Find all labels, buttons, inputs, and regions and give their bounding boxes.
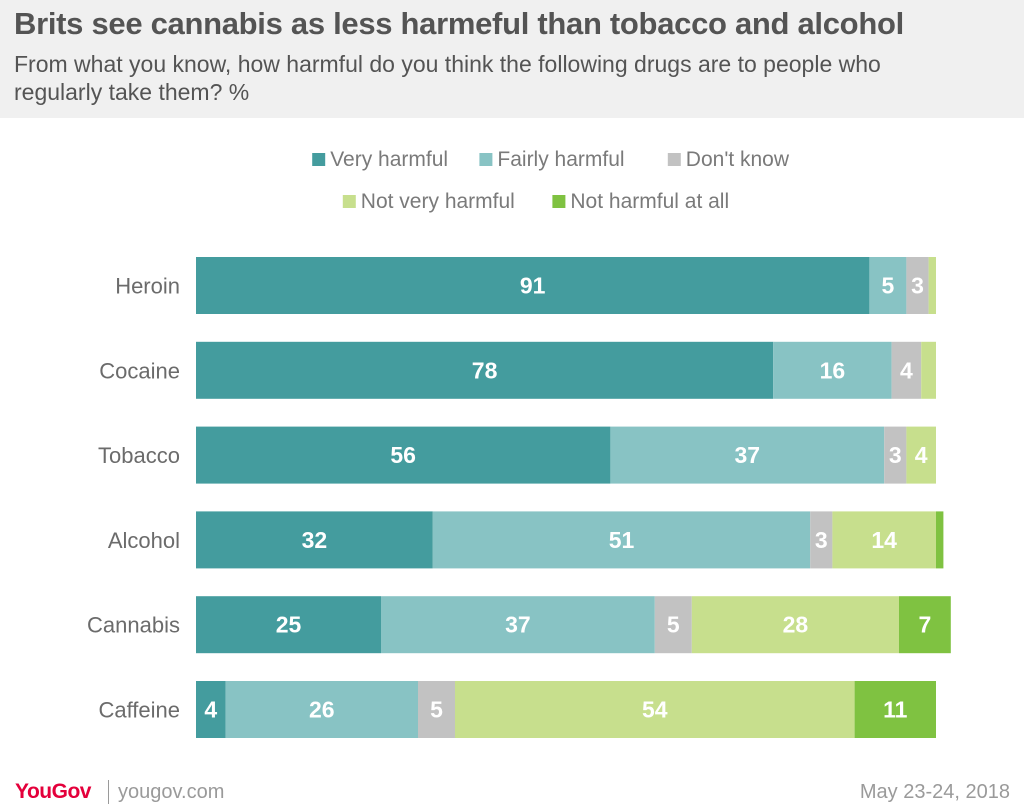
bar-segment-not-very-harmful: [906, 426, 936, 484]
value-label: 14: [871, 527, 897, 553]
category-label: Tobacco: [98, 443, 180, 468]
value-label: 78: [472, 357, 498, 383]
bar-segment-very-harmful: [196, 511, 433, 569]
bar-segment-don-t-know: [884, 426, 907, 484]
legend-label: Very harmful: [330, 148, 448, 171]
bar-segment-very-harmful: [196, 257, 870, 314]
footer-site: yougov.com: [118, 781, 225, 803]
value-label: 4: [915, 442, 928, 468]
legend: Very harmful Fairly harmful Don't know Not …: [312, 148, 790, 213]
bar-segment-very-harmful: [196, 426, 611, 484]
bar-row-alcohol: Alcohol 32 51 3 14: [108, 511, 944, 569]
legend-item-not-harmful-at-all: Not harmful at all: [552, 190, 729, 213]
legend-swatch: [479, 153, 493, 166]
value-label: 32: [302, 527, 328, 553]
value-label: 5: [430, 697, 443, 723]
bar-segment-fairly-harmful: [432, 511, 811, 569]
legend-item-don-t-know: Don't know: [667, 148, 790, 171]
bar-row-caffeine: Caffeine 4 26 5 54 11: [98, 681, 936, 738]
legend-label: Not harmful at all: [570, 190, 729, 213]
bar-segment-not-harmful-at-all: [854, 681, 936, 738]
bar-segment-not-very-harmful: [921, 341, 936, 399]
bar-segment-not-very-harmful: [928, 257, 936, 314]
bar-segment-don-t-know: [891, 341, 922, 399]
bar-row-tobacco: Tobacco 56 37 3 4: [98, 426, 936, 484]
value-label: 26: [309, 697, 335, 723]
legend-swatch: [312, 153, 326, 166]
bar-segment-fairly-harmful: [610, 426, 885, 484]
footer: YouGov yougov.com May 23-24, 2018: [0, 772, 1024, 812]
bar-segment-fairly-harmful: [381, 596, 655, 654]
bar-segment-don-t-know: [654, 596, 692, 654]
legend-swatch: [342, 195, 356, 208]
legend-item-very-harmful: Very harmful: [312, 148, 448, 171]
survey-date: May 23-24, 2018: [859, 781, 1010, 803]
bar-segment-very-harmful: [196, 681, 226, 738]
legend-swatch: [667, 153, 681, 166]
bar-segment-don-t-know: [418, 681, 455, 738]
value-label: 25: [276, 612, 302, 638]
bar-segment-fairly-harmful: [869, 257, 907, 314]
bar-segment-very-harmful: [196, 596, 381, 654]
bar-segment-don-t-know: [810, 511, 833, 569]
chart-subtitle: From what you know, how harmful do you t…: [14, 51, 881, 105]
value-label: 3: [911, 273, 924, 299]
value-label: 3: [889, 442, 902, 468]
legend-item-fairly-harmful: Fairly harmful: [479, 148, 625, 171]
value-label: 51: [609, 527, 635, 553]
header: Brits see cannabis as less harmeful than…: [0, 0, 1024, 118]
value-label: 4: [204, 697, 217, 723]
value-label: 28: [783, 612, 809, 638]
value-label: 54: [642, 697, 668, 723]
category-label: Alcohol: [108, 528, 180, 553]
bar-segment-fairly-harmful: [773, 341, 892, 399]
value-label: 91: [520, 273, 546, 299]
value-label: 11: [883, 697, 908, 723]
bar-segment-not-harmful-at-all: [936, 511, 944, 569]
footer-separator: [108, 780, 109, 804]
yougov-logo: YouGov: [15, 780, 91, 803]
bar-row-cannabis: Cannabis 25 37 5 28 7: [87, 596, 951, 654]
legend-label: Not very harmful: [361, 190, 515, 213]
category-label: Cocaine: [99, 358, 180, 383]
legend-label: Don't know: [686, 148, 790, 171]
value-label: 5: [882, 273, 895, 299]
value-label: 37: [735, 442, 761, 468]
value-label: 4: [900, 357, 913, 383]
bar-segment-not-harmful-at-all: [899, 596, 951, 654]
value-label: 16: [820, 357, 846, 383]
bar-segment-don-t-know: [906, 257, 929, 314]
chart-title: Brits see cannabis as less harmeful than…: [14, 6, 904, 41]
bar-segment-very-harmful: [196, 341, 774, 399]
bar-segment-not-very-harmful: [832, 511, 936, 569]
value-label: 7: [919, 612, 932, 638]
value-label: 3: [815, 527, 828, 553]
category-label: Caffeine: [98, 698, 180, 723]
legend-item-not-very-harmful: Not very harmful: [342, 190, 515, 213]
value-label: 56: [390, 442, 416, 468]
bar-row-cocaine: Cocaine 78 16 4: [99, 341, 936, 399]
legend-label: Fairly harmful: [497, 148, 624, 171]
category-label: Heroin: [115, 274, 180, 299]
value-label: 37: [505, 612, 531, 638]
bar-segment-not-very-harmful: [691, 596, 899, 654]
bar-segment-not-very-harmful: [455, 681, 855, 738]
legend-swatch: [552, 195, 566, 208]
bar-segment-fairly-harmful: [225, 681, 418, 738]
category-label: Cannabis: [87, 613, 180, 638]
value-label: 5: [667, 612, 680, 638]
stacked-bar-chart: Very harmful Fairly harmful Don't know Not …: [87, 148, 951, 738]
bar-row-heroin: Heroin 91 5 3: [115, 257, 936, 314]
